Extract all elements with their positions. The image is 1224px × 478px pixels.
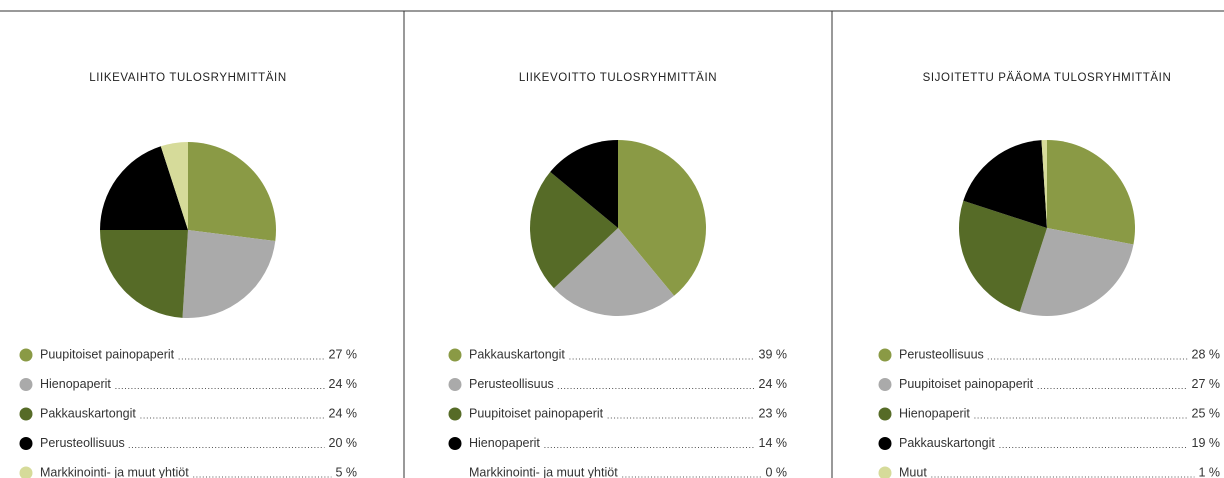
legend-label: Perusteollisuus [40, 436, 125, 450]
legend-label: Markkinointi- ja muut yhtiöt [469, 465, 618, 478]
pie-slice [1041, 140, 1047, 228]
legend-label: Hienopaperit [40, 377, 111, 391]
pie-slice [1047, 140, 1135, 245]
legend-value: 19 % [1192, 436, 1221, 450]
legend-value: 5 % [335, 465, 357, 478]
legend-swatch [878, 437, 892, 450]
legend-label: Puupitoiset painopaperit [469, 406, 604, 420]
legend-swatch [878, 348, 892, 362]
legend-value: 27 % [1192, 377, 1221, 391]
pie-slice [160, 142, 188, 230]
legend-value: 23 % [759, 406, 788, 420]
legend-swatch [448, 378, 462, 391]
legend-value: 0 % [765, 465, 787, 478]
pie-slice [100, 146, 188, 230]
legend-label: Hienopaperit [469, 436, 540, 450]
legend-value: 24 % [329, 377, 358, 391]
legend-value: 28 % [1192, 347, 1221, 361]
legend-value: 27 % [329, 347, 358, 361]
chart-title: LIIKEVOITTO TULOSRYHMITTÄIN [519, 72, 717, 84]
pie-slice [553, 228, 675, 316]
legend-value: 14 % [759, 436, 788, 450]
pie-slice [530, 171, 618, 289]
legend-swatch [448, 407, 462, 421]
legend-swatch [878, 466, 892, 478]
chart-title: SIJOITETTU PÄÄOMA TULOSRYHMITTÄIN [923, 72, 1172, 84]
legend-label: Pakkauskartongit [899, 436, 995, 450]
legend-label: Perusteollisuus [899, 347, 984, 361]
pie-slice [550, 140, 618, 228]
legend-swatch [19, 466, 33, 478]
pie-slice [1019, 228, 1134, 317]
pie-slice [182, 230, 276, 318]
legend-label: Puupitoiset painopaperit [899, 377, 1034, 391]
legend-swatch [878, 407, 892, 421]
legend-value: 24 % [759, 377, 788, 391]
pie-slice [959, 200, 1047, 312]
legend-swatch [448, 348, 462, 362]
legend-label: Perusteollisuus [469, 377, 554, 391]
legend-value: 25 % [1192, 406, 1221, 420]
legend-value: 1 % [1198, 465, 1220, 478]
pie-slice [963, 140, 1047, 228]
legend-swatch [19, 378, 33, 391]
pie-slice [100, 230, 188, 318]
legend-label: Markkinointi- ja muut yhtiöt [40, 465, 189, 478]
legend-swatch [19, 348, 33, 362]
pie-slice [188, 142, 276, 242]
legend-swatch [448, 437, 462, 450]
legend-label: Pakkauskartongit [40, 406, 136, 420]
legend-label: Pakkauskartongit [469, 347, 565, 361]
legend-swatch [19, 407, 33, 421]
legend-label: Puupitoiset painopaperit [40, 347, 175, 361]
legend-label: Hienopaperit [899, 406, 970, 420]
legend-value: 24 % [329, 406, 358, 420]
legend-value: 20 % [329, 436, 358, 450]
legend-value: 39 % [759, 347, 788, 361]
legend-swatch [878, 378, 892, 391]
legend-swatch [19, 437, 33, 450]
legend-label: Muut [899, 465, 927, 478]
pie-slice [618, 140, 707, 296]
chart-title: LIIKEVAIHTO TULOSRYHMITTÄIN [89, 72, 286, 84]
